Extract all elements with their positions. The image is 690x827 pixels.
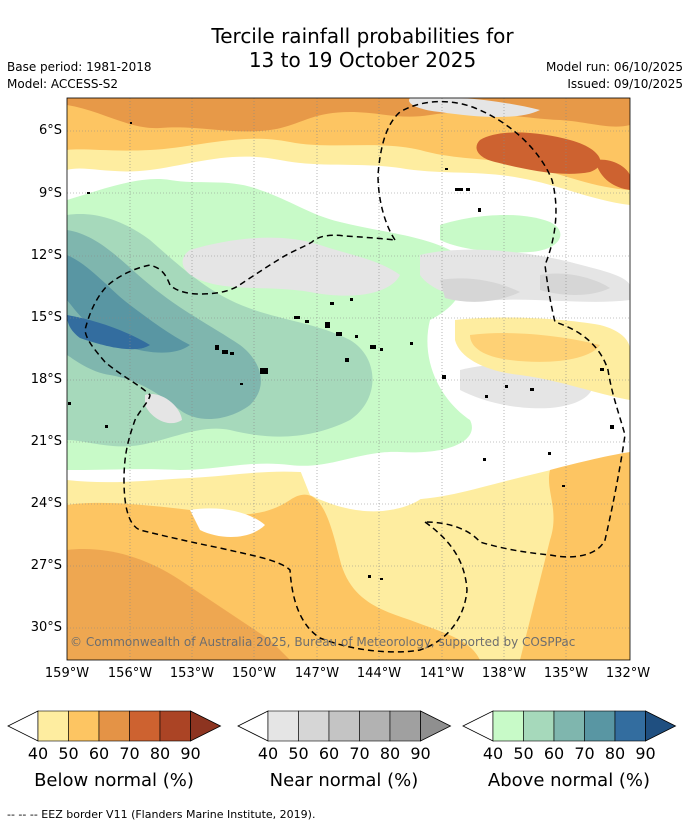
colorbar-tick-label: 80 [604,744,626,763]
colorbar-swatch [523,710,555,742]
colorbar-tick-label: 70 [119,744,140,763]
colorbar-tick-label: 60 [88,744,110,763]
lon-label: 150°W [231,666,277,681]
colorbar-tick-label: 90 [180,744,201,763]
colorbar-tick-label: 60 [543,744,565,763]
colorbar-above [462,710,677,742]
map-frame [66,97,631,661]
colorbar-tick-label: 70 [574,744,595,763]
colorbar-swatch [267,710,299,742]
colorbar-tick-label: 70 [349,744,370,763]
meta-right: Model run: 06/10/2025 Issued: 09/10/2025 [546,59,683,93]
colorbar-tick-label: 50 [288,744,309,763]
colorbar-tick-label: 40 [257,744,279,763]
title-line-1: Tercile rainfall probabilities for [211,24,514,48]
colorbar-near [237,710,452,742]
colorbar-tick-label: 80 [149,744,171,763]
lat-label: 15°S [30,310,62,325]
base-period: Base period: 1981-2018 [7,60,152,74]
colorbar-swatch [359,710,391,742]
colorbar-swatch [298,710,330,742]
lat-label: 24°S [30,496,62,511]
lat-label: 6°S [38,123,62,138]
colorbar-swatch [553,710,585,742]
colorbar-swatch [614,710,646,742]
lon-label: 153°W [169,666,215,681]
colorbar-extend-high [420,710,452,742]
colorbar-title-above: Above normal (%) [487,770,651,791]
colorbar-extend-high [190,710,222,742]
colorbar-swatch [328,710,360,742]
title-line-2: 13 to 19 October 2025 [248,48,477,72]
lat-label: 9°S [38,186,62,201]
lon-label: 141°W [419,666,465,681]
colorbar-extend-high [645,710,677,742]
colorbar-tick-label: 90 [410,744,431,763]
map-title: Tercile rainfall probabilities for 13 to… [0,24,690,72]
lat-label: 30°S [30,620,62,635]
lon-label: 138°W [481,666,527,681]
colorbar-tick-label: 50 [58,744,79,763]
lat-label: 27°S [30,558,62,573]
model-run: Model run: 06/10/2025 [545,60,683,74]
colorbar-below [7,710,222,742]
lon-label: 132°W [605,666,651,681]
lon-label: 135°W [543,666,589,681]
issued-date: Issued: 09/10/2025 [567,77,683,91]
lon-label: 159°W [44,666,90,681]
colorbar-tick-label: 80 [379,744,401,763]
lat-label: 18°S [30,372,62,387]
colorbar-title-near: Near normal (%) [269,770,419,791]
islands [68,122,614,580]
colorbar-swatch [129,710,161,742]
colorbar-tick-label: 40 [482,744,504,763]
colorbar-swatch [68,710,100,742]
lon-label: 147°W [294,666,340,681]
colorbar-extend-low [7,710,39,742]
colorbar-tick-label: 90 [635,744,656,763]
colorbar-swatch [159,710,191,742]
footer-note: -- -- -- EEZ border V11 (Flanders Marine… [7,808,316,821]
colorbar-swatch [584,710,616,742]
eez-borders [84,100,626,653]
colorbar-extend-low [462,710,494,742]
colorbar-swatch [492,710,524,742]
colorbar-extend-low [237,710,269,742]
lon-label: 144°W [356,666,402,681]
colorbar-tick-label: 40 [27,744,49,763]
copyright-notice: © Commonwealth of Australia 2025, Bureau… [70,635,576,649]
colorbar-title-below: Below normal (%) [34,770,194,791]
colorbar-swatch [389,710,421,742]
colorbar-swatch [98,710,130,742]
colorbar-swatch [37,710,69,742]
colorbar-tick-label: 50 [513,744,534,763]
colorbar-tick-label: 60 [318,744,340,763]
lat-label: 12°S [30,248,62,263]
model-name: Model: ACCESS-S2 [7,77,119,91]
probability-field [67,98,630,660]
lon-label: 156°W [107,666,153,681]
lat-label: 21°S [30,434,62,449]
meta-left: Base period: 1981-2018 Model: ACCESS-S2 [7,59,152,93]
